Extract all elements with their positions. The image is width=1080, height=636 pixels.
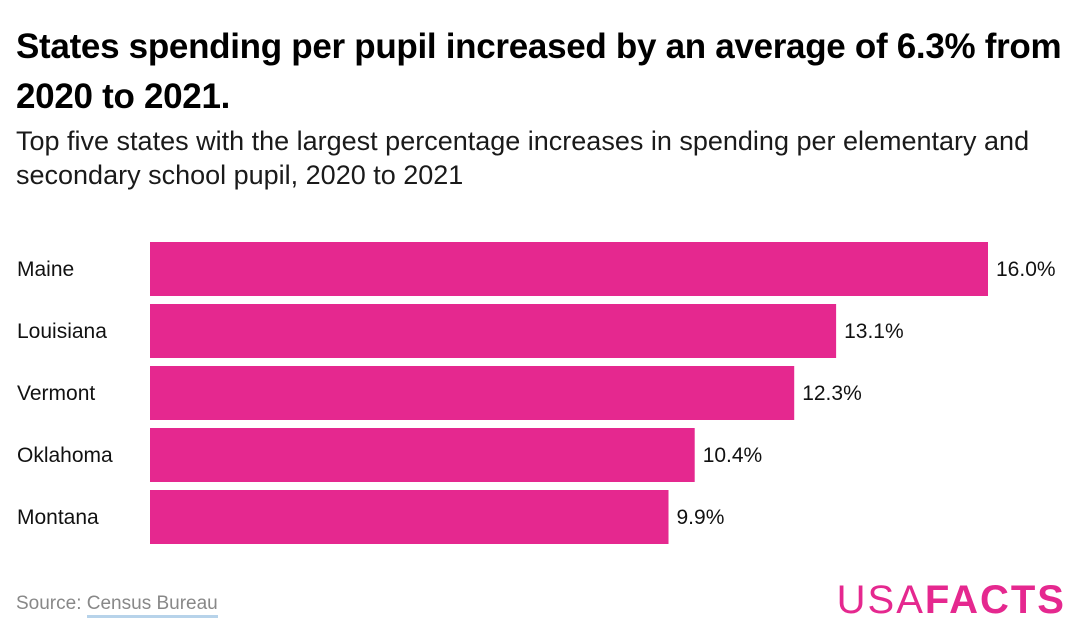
value-label: 16.0% <box>996 258 1056 281</box>
bar <box>150 490 669 544</box>
logo-facts: FACTS <box>924 578 1066 622</box>
bars-group: Maine 16.0% Louisiana 13.1% Vermont 12.3% Okla… <box>17 242 1056 544</box>
category-label: Louisiana <box>17 320 107 343</box>
value-label: 9.9% <box>677 506 725 529</box>
source-link[interactable]: Census Bureau <box>86 593 218 618</box>
category-label: Vermont <box>17 382 95 405</box>
category-label: Montana <box>17 506 99 529</box>
bar-chart: Maine 16.0% Louisiana 13.1% Vermont 12.3% Okla… <box>17 242 1056 544</box>
usafacts-logo: USAFACTS <box>837 578 1066 622</box>
bar <box>150 242 988 296</box>
bar <box>150 304 837 358</box>
value-label: 13.1% <box>844 320 904 343</box>
source-note: Source: Census Bureau <box>16 593 218 618</box>
category-label: Oklahoma <box>17 444 113 467</box>
category-label: Maine <box>17 258 74 281</box>
chart-subtitle: Top five states with the largest percent… <box>16 126 1030 190</box>
bar <box>150 428 695 482</box>
chart-title: States spending per pupil increased by a… <box>16 27 1062 116</box>
logo-usa: USA <box>836 578 925 622</box>
source-prefix: Source: <box>16 593 87 614</box>
bar <box>150 366 795 420</box>
value-label: 10.4% <box>703 444 763 467</box>
value-label: 12.3% <box>802 382 862 405</box>
